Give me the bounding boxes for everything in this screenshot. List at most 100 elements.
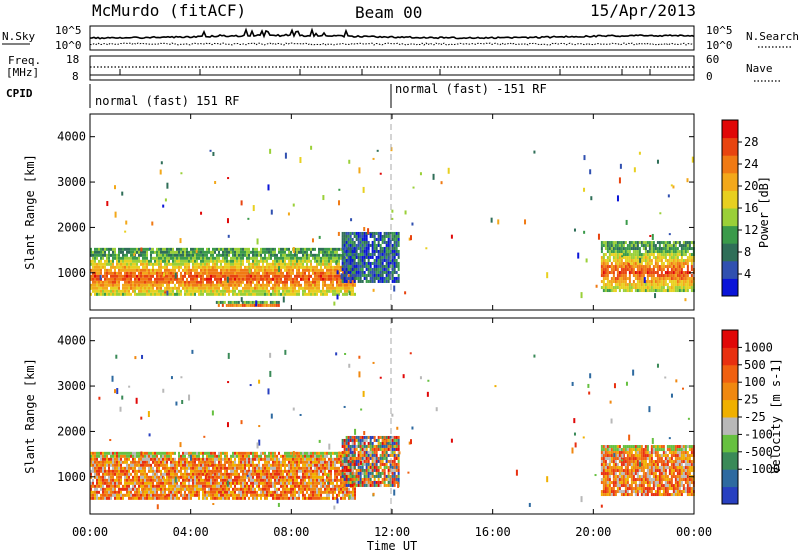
echo-cell (112, 259, 114, 263)
echo-cell (328, 262, 330, 266)
echo-cell (236, 469, 238, 473)
echo-cell (377, 270, 380, 274)
echo-cell (132, 250, 134, 254)
echo-cell (266, 475, 268, 479)
echo-cell (154, 262, 156, 266)
echo-cell (194, 265, 196, 269)
echo-cell (300, 265, 302, 269)
echo-cell (232, 493, 234, 497)
echo-cell (232, 259, 234, 263)
echo-cell (120, 451, 122, 455)
echo-cell (224, 478, 226, 482)
echo-cell (308, 487, 310, 491)
echo-cell (244, 247, 246, 251)
echo-cell (371, 255, 374, 259)
echo-cell (682, 280, 685, 284)
echo-cell (670, 280, 673, 284)
echo-cell (278, 277, 280, 281)
echo-cell (148, 496, 150, 500)
echo-cell (616, 253, 619, 257)
echo-cell (310, 493, 312, 497)
echo-cell (322, 259, 324, 263)
echo-cell (674, 244, 677, 248)
echo-cell (216, 259, 218, 263)
echo-cell (120, 478, 122, 482)
echo-cell (300, 259, 302, 263)
echo-cell (260, 268, 262, 272)
echo-cell (154, 496, 156, 500)
echo-cell (618, 259, 621, 263)
echo-cell (92, 490, 94, 494)
noise-traces (89, 27, 695, 46)
echo-cell (656, 277, 659, 281)
echo-cell (395, 246, 398, 250)
echo-cell (182, 478, 184, 482)
echo-cell (180, 487, 182, 491)
echo-cell (391, 231, 394, 235)
echo-cell (314, 268, 316, 272)
echo-cell (98, 451, 100, 455)
echo-cell (132, 493, 134, 497)
echo-cell (620, 277, 623, 281)
echo-cell (686, 277, 689, 281)
echo-cell (172, 475, 174, 479)
echo-cell (198, 493, 200, 497)
echo-cell (262, 268, 264, 272)
echo-cell (140, 253, 142, 257)
echo-cell (166, 478, 168, 482)
echo-cell (118, 481, 120, 485)
echo-cell (100, 265, 102, 269)
echo-cell (130, 247, 132, 251)
echo-cell (104, 466, 106, 470)
echo-cell (646, 244, 649, 248)
echo-cell (379, 243, 382, 247)
echo-cell (188, 274, 190, 278)
echo-speck (226, 218, 229, 224)
echo-cell (632, 256, 635, 260)
echo-cell (292, 280, 294, 284)
echo-cell (660, 271, 663, 275)
echo-cell (238, 280, 240, 284)
echo-cell (302, 469, 304, 473)
echo-cell (604, 247, 607, 251)
echo-cell (228, 265, 230, 269)
echo-cell (140, 250, 142, 254)
echo-cell (236, 292, 238, 296)
echo-cell (260, 457, 262, 461)
echo-cell (316, 493, 318, 497)
echo-cell (688, 286, 691, 290)
echo-cell (314, 283, 316, 287)
echo-cell (363, 264, 366, 268)
echo-cell (134, 460, 136, 464)
echo-cell (246, 268, 248, 272)
echo-cell (108, 283, 110, 287)
echo-cell (302, 274, 304, 278)
echo-cell (656, 271, 659, 275)
echo-cell (228, 274, 230, 278)
echo-cell (186, 484, 188, 488)
echo-cell (674, 271, 677, 275)
echo-cell (94, 268, 96, 272)
echo-cell (391, 273, 394, 277)
echo-cell (196, 466, 198, 470)
echo-cell (270, 271, 272, 275)
echo-cell (642, 253, 645, 257)
echo-cell (244, 484, 246, 488)
echo-cell (316, 274, 318, 278)
echo-cell (196, 487, 198, 491)
echo-cell (320, 265, 322, 269)
echo-speck (391, 209, 394, 213)
echo-cell (184, 262, 186, 266)
echo-cell (242, 253, 244, 257)
echo-cell (114, 493, 116, 497)
echo-cell (106, 274, 108, 278)
echo-cell (190, 268, 192, 272)
echo-cell (234, 457, 236, 461)
freq-label-2: [MHz] (6, 66, 39, 79)
echo-speck (573, 228, 576, 232)
echo-cell (210, 475, 212, 479)
echo-cell (652, 244, 655, 248)
echo-cell (194, 469, 196, 473)
echo-cell (116, 292, 118, 296)
echo-cell (100, 286, 102, 290)
